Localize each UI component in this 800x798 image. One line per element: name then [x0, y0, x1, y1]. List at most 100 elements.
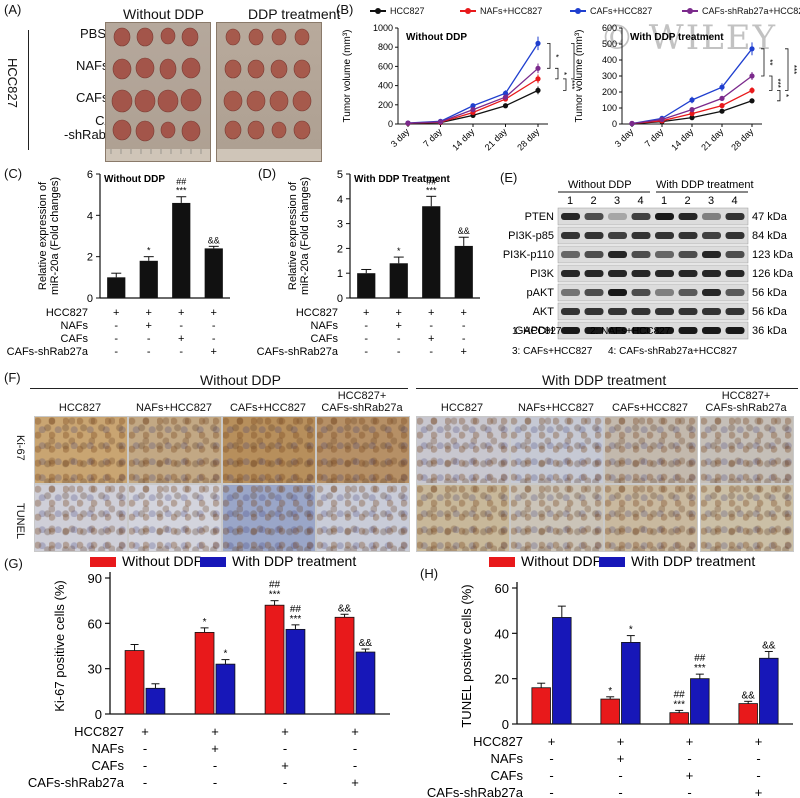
x-tick-label: 28 day — [515, 126, 542, 153]
legend-swatch — [200, 557, 226, 567]
sig-bracket — [563, 78, 567, 91]
group-mark: + — [281, 758, 289, 773]
ihc-image-tile — [34, 416, 128, 484]
protein-label: AKT — [533, 306, 555, 318]
blot-band — [608, 289, 627, 296]
bar — [389, 263, 408, 298]
data-point — [659, 116, 665, 123]
chart-title: Without DDP — [406, 32, 467, 43]
group-row-label: NAFs — [61, 320, 89, 332]
panel-f-bracket-without — [30, 388, 408, 389]
group-row-label: CAFs-shRab27a — [427, 785, 524, 798]
group-row-label: CAFs — [92, 758, 125, 773]
y-tick-label: 400 — [602, 55, 617, 65]
panel-f-header-ddp: With DDP treatment — [542, 372, 667, 388]
legend-swatch — [460, 8, 476, 14]
group-mark: + — [428, 333, 434, 345]
y-tick-label: 0 — [612, 119, 617, 129]
bar — [204, 248, 223, 298]
x-tick-label: 21 day — [699, 126, 726, 153]
blot-band — [725, 327, 745, 334]
panel-a-header-without: Without DDP — [123, 6, 204, 22]
group-mark: + — [281, 724, 289, 739]
data-point — [749, 87, 755, 93]
group-mark: + — [617, 734, 625, 749]
y-tick-label: 6 — [87, 169, 93, 181]
legend-item-2: CAFs+HCC827 — [570, 6, 652, 16]
ihc-row-label: TUNEL — [14, 503, 26, 540]
group-mark: - — [213, 775, 217, 790]
group-mark: - — [549, 785, 553, 798]
group-mark: - — [353, 758, 357, 773]
bar — [139, 260, 158, 298]
bar-without-ddp — [334, 616, 355, 715]
y-tick-label: 4 — [337, 194, 343, 206]
blot-key: 4: CAFs-shRab27a+HCC827 — [608, 346, 738, 357]
bar-without-ddp — [600, 698, 620, 725]
bar-without-ddp — [264, 604, 285, 715]
data-point — [535, 76, 541, 82]
group-mark: - — [618, 768, 622, 783]
blot-key: 2: NAFs+HCC827 — [590, 326, 671, 337]
bar-with-ddp — [690, 678, 710, 725]
group-mark: - — [756, 751, 760, 766]
blot-band — [608, 251, 627, 258]
y-tick-label: 3 — [337, 219, 343, 231]
panel-e-label: (E) — [500, 170, 518, 185]
sig-annotation: * — [147, 246, 151, 256]
bar-without-ddp — [194, 632, 215, 715]
group-mark: + — [141, 724, 149, 739]
legend-label: NAFs+HCC827 — [480, 6, 543, 16]
data-point — [470, 103, 476, 109]
chart-b-without-ddp: 0 200 400 600 800 1000 3 day 7 day 14 day 21 day 2… — [342, 23, 580, 153]
sig-annotation: *** — [673, 699, 685, 710]
blot-band — [584, 270, 604, 277]
group-mark: - — [353, 741, 357, 756]
panel-f-label: (F) — [4, 370, 21, 385]
bar — [357, 273, 376, 298]
x-tick-label: 3 day — [389, 126, 412, 149]
group-mark: + — [211, 307, 217, 319]
ihc-column-label: NAFs+HCC827 — [135, 402, 213, 414]
group-mark: + — [617, 751, 625, 766]
group-row-label: CAFs-shRab27a — [7, 346, 89, 358]
blot-band — [655, 232, 674, 239]
chart-b-with-ddp: 0 100 200 300 400 500 600 3 day 7 day 14 day 21 da… — [574, 23, 798, 153]
ihc-image-tile — [316, 484, 410, 552]
group-row-label: HCC827 — [296, 307, 338, 319]
legend-swatch — [599, 557, 625, 567]
blot-band — [561, 327, 580, 334]
panel-a-label: (A) — [4, 2, 22, 17]
group-mark: + — [396, 307, 402, 319]
x-tick-label: 14 day — [450, 126, 477, 153]
panel-f-bracket-ddp — [416, 388, 798, 389]
protein-label: PI3K-p110 — [503, 249, 554, 261]
sig-mark: *** — [567, 80, 576, 89]
blot-band — [631, 289, 651, 296]
group-row-label: NAFs — [92, 741, 125, 756]
legend-label: CAFs+HCC827 — [590, 6, 653, 16]
blot-strip — [557, 245, 749, 264]
group-row-label: NAFs — [311, 320, 339, 332]
bar-with-ddp — [145, 687, 166, 715]
group-mark: - — [364, 333, 368, 345]
data-point — [719, 103, 725, 109]
blot-band — [608, 270, 627, 277]
y-axis-label: Ki-67 positive cells (%) — [52, 580, 67, 712]
kda-label: 36 kDa — [752, 325, 788, 337]
legend-item-3: CAFs-shRab27a+HCC827 — [682, 6, 800, 16]
blot-band — [584, 213, 604, 220]
blot-band — [631, 270, 651, 277]
group-mark: - — [462, 333, 466, 345]
data-point — [749, 46, 755, 52]
protein-label: PI3K — [530, 268, 555, 280]
blot-band — [678, 232, 698, 239]
x-tick-label: 21 day — [483, 126, 510, 153]
ihc-column-label: HCC827+ CAFs-shRab27a — [705, 390, 787, 414]
y-axis-label-line2: miR-20a (Fold changes) — [299, 177, 311, 295]
lane-number: 2 — [684, 195, 690, 207]
blot-band — [561, 213, 580, 220]
blot-band — [655, 289, 674, 296]
group-mark: + — [363, 307, 369, 319]
y-tick-label: 0 — [337, 293, 343, 305]
